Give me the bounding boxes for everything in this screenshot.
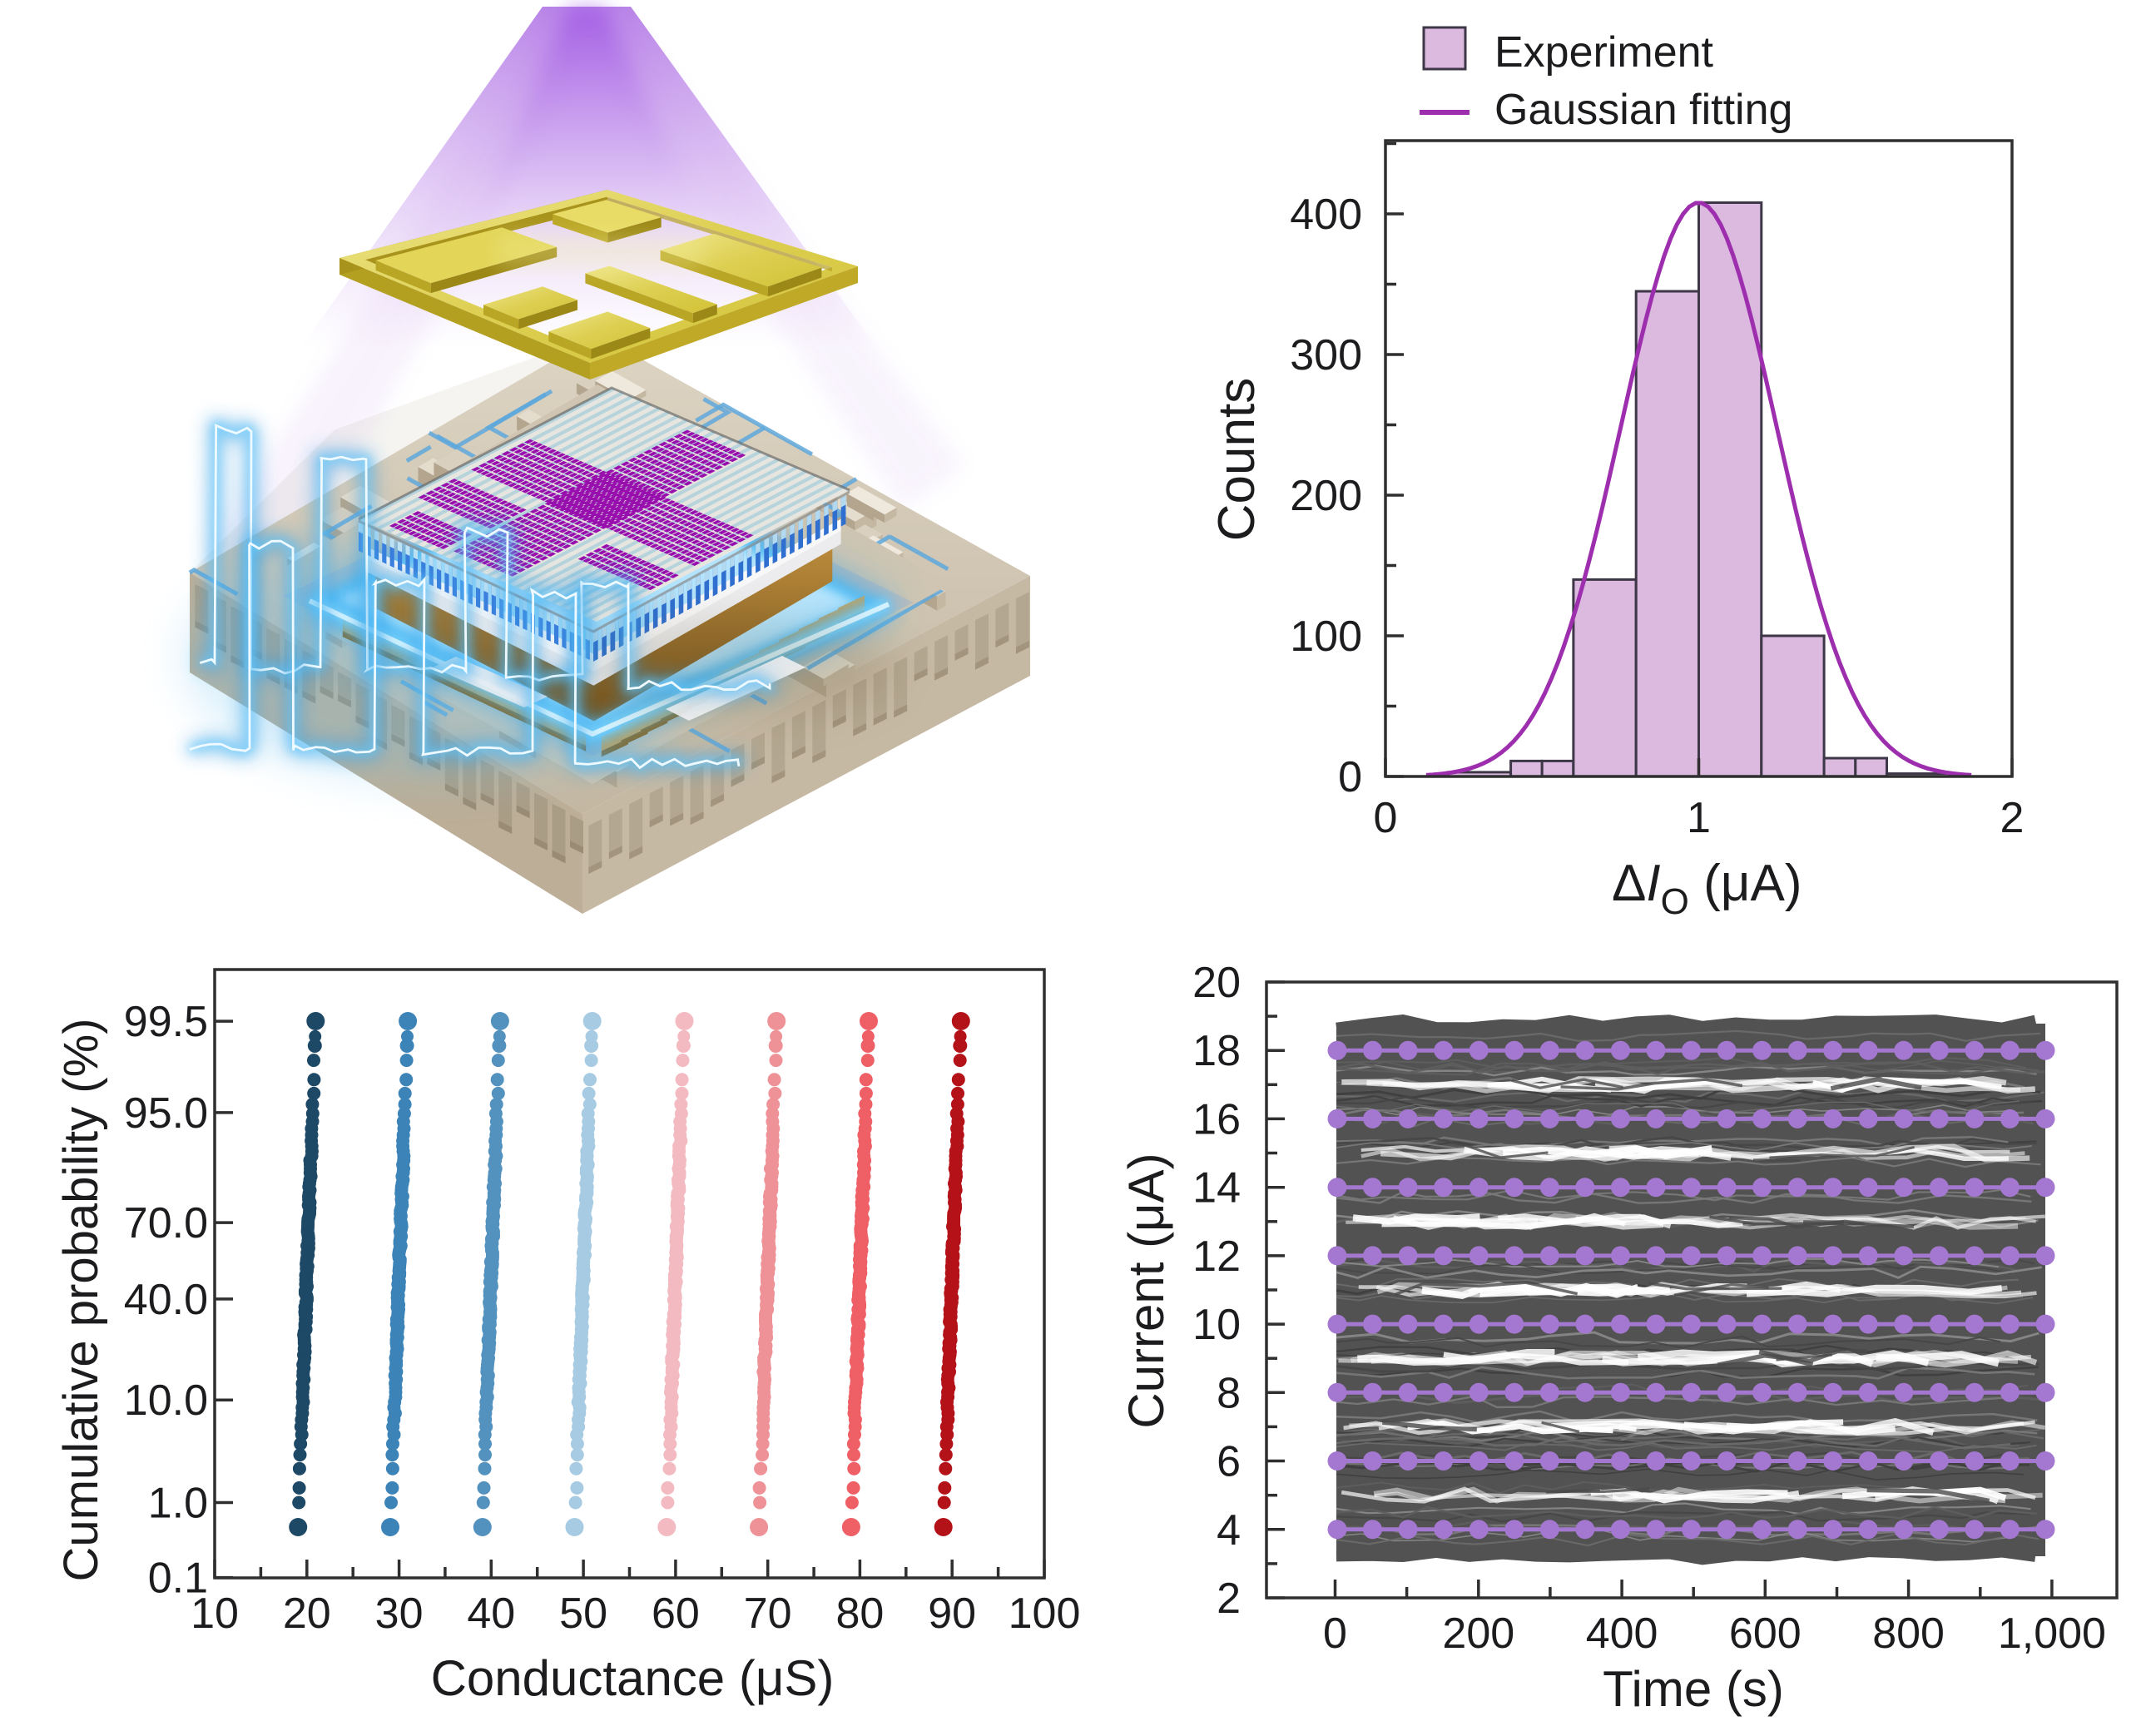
svg-text:10: 10: [191, 1590, 239, 1638]
svg-text:400: 400: [1290, 191, 1362, 239]
svg-text:0: 0: [1338, 753, 1362, 801]
svg-text:10: 10: [1192, 1301, 1241, 1349]
svg-text:1.0: 1.0: [148, 1480, 208, 1528]
svg-text:40.0: 40.0: [124, 1276, 208, 1324]
svg-text:8: 8: [1217, 1369, 1241, 1417]
svg-text:20: 20: [1192, 959, 1241, 1007]
svg-text:Gaussian fitting: Gaussian fitting: [1494, 86, 1792, 134]
svg-text:ΔIO (μA): ΔIO (μA): [1612, 855, 1802, 922]
svg-text:Time (s): Time (s): [1603, 1661, 1784, 1717]
svg-text:200: 200: [1290, 472, 1362, 520]
svg-text:Conductance (μS): Conductance (μS): [431, 1650, 835, 1706]
svg-text:95.0: 95.0: [124, 1089, 208, 1138]
svg-text:400: 400: [1586, 1610, 1658, 1658]
svg-text:10.0: 10.0: [124, 1376, 208, 1425]
svg-text:60: 60: [652, 1590, 700, 1638]
svg-text:0: 0: [1323, 1610, 1347, 1658]
svg-text:0: 0: [1374, 794, 1398, 842]
svg-text:90: 90: [928, 1590, 976, 1638]
svg-text:200: 200: [1442, 1610, 1514, 1658]
svg-text:6: 6: [1217, 1438, 1241, 1486]
svg-text:99.5: 99.5: [124, 998, 208, 1046]
svg-text:2: 2: [1217, 1575, 1241, 1623]
svg-text:70.0: 70.0: [124, 1199, 208, 1247]
svg-text:100: 100: [1009, 1590, 1081, 1638]
svg-text:18: 18: [1192, 1027, 1241, 1075]
svg-text:2: 2: [2000, 794, 2025, 842]
svg-text:70: 70: [744, 1590, 792, 1638]
svg-text:1,000: 1,000: [1998, 1610, 2106, 1658]
svg-text:100: 100: [1290, 613, 1362, 661]
svg-text:50: 50: [559, 1590, 607, 1638]
svg-text:600: 600: [1729, 1610, 1802, 1658]
svg-text:4: 4: [1217, 1506, 1241, 1555]
svg-text:1: 1: [1687, 794, 1711, 842]
svg-text:Experiment: Experiment: [1494, 28, 1714, 77]
svg-text:40: 40: [467, 1590, 515, 1638]
svg-text:Current (μA): Current (μA): [1118, 1153, 1174, 1428]
svg-text:30: 30: [375, 1590, 424, 1638]
svg-text:12: 12: [1192, 1233, 1241, 1281]
svg-text:20: 20: [283, 1590, 331, 1638]
svg-text:800: 800: [1872, 1610, 1945, 1658]
svg-text:Cumulative probability (%): Cumulative probability (%): [54, 1019, 108, 1582]
svg-text:14: 14: [1192, 1164, 1241, 1213]
svg-text:0.1: 0.1: [148, 1555, 208, 1603]
svg-text:80: 80: [835, 1590, 884, 1638]
svg-text:300: 300: [1290, 331, 1362, 379]
svg-text:Counts: Counts: [1208, 378, 1266, 541]
svg-text:16: 16: [1192, 1095, 1241, 1143]
